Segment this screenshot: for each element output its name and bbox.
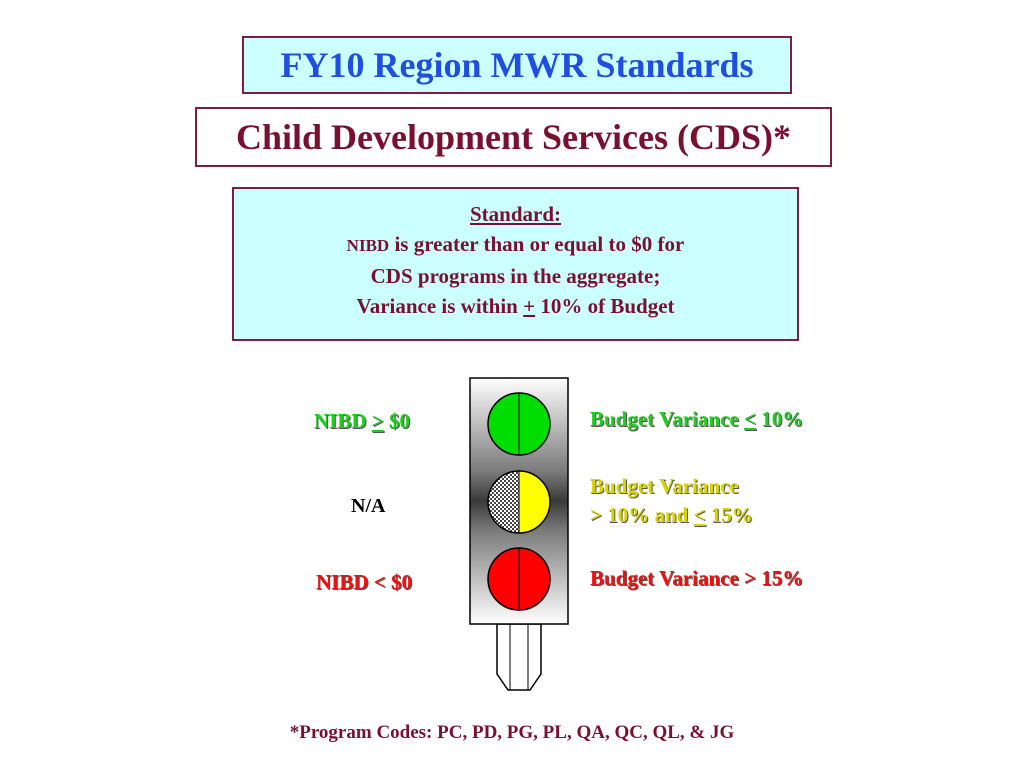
standard-line-2: CDS programs in the aggregate; [370, 264, 661, 288]
traffic-light-pole [496, 623, 542, 691]
page-title: FY10 Region MWR Standards [242, 36, 792, 94]
program-codes-footnote: *Program Codes: PC, PD, PG, PL, QA, QC, … [289, 722, 735, 743]
page-subtitle: Child Development Services (CDS)* [195, 107, 832, 167]
nibd-term: NIBD [346, 236, 390, 255]
yellow-light [487, 470, 551, 534]
standard-line-3: Variance is within + 10% of Budget [356, 294, 675, 318]
label-variance-red: Budget Variance > 15% [590, 566, 804, 590]
label-variance-yellow: Budget Variance > 10% and < 15% [590, 474, 753, 527]
green-light [487, 392, 551, 456]
label-nibd-yellow: N/A [351, 495, 386, 517]
standard-line-1: NIBD is greater than or equal to $0 for [346, 232, 685, 256]
label-variance-green: Budget Variance < 10% [590, 407, 804, 431]
label-nibd-red: NIBD < $0 [316, 570, 412, 594]
standard-heading: Standard: [469, 202, 562, 226]
plus-minus-sign: + [523, 294, 536, 318]
red-light [487, 547, 551, 611]
standard-box: Standard: NIBD is greater than or equal … [232, 187, 799, 341]
label-nibd-green: NIBD > $0 [314, 409, 410, 433]
